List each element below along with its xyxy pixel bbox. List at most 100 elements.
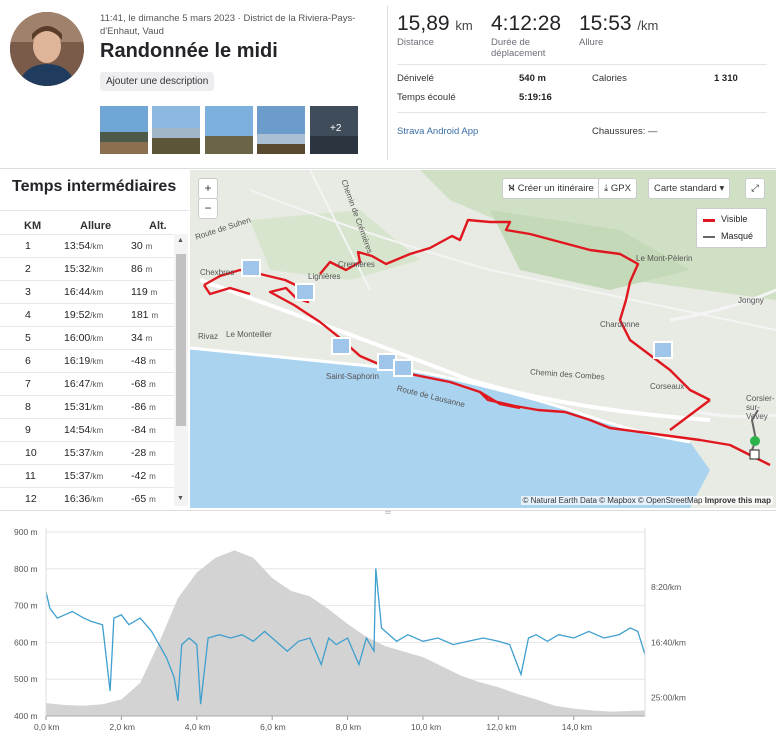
activity-photo[interactable]: [205, 106, 253, 154]
split-km: 1: [25, 240, 31, 252]
map-attribution[interactable]: © Natural Earth Data © Mapbox © OpenStre…: [520, 496, 773, 505]
split-alt: 86 m: [131, 263, 153, 275]
y-left-tick-label: 400 m: [14, 711, 38, 721]
hidden-route-segment: [749, 409, 759, 456]
zoom-in-button[interactable]: +: [198, 178, 218, 199]
split-row: 1 13:54/km 30 m: [0, 234, 174, 257]
split-km: 8: [25, 401, 31, 413]
fullscreen-icon[interactable]: ⤢: [745, 178, 765, 199]
activity-title: Randonnée le midi: [100, 40, 278, 62]
y-right-tick-label: 25:00/km: [651, 693, 686, 703]
split-pace: 16:00/km: [64, 332, 104, 344]
split-row: 3 16:44/km 119 m: [0, 280, 174, 303]
elapsed-value: 5:19:16: [519, 92, 552, 103]
split-row: 10 15:37/km -28 m: [0, 441, 174, 464]
stat-pace-label: Allure: [579, 37, 604, 48]
map-place-label: Le Mont-Pèlerin: [636, 254, 693, 263]
split-km: 6: [25, 355, 31, 367]
split-row: 2 15:32/km 86 m: [0, 257, 174, 280]
zoom-out-button[interactable]: −: [198, 198, 218, 219]
activity-header: 11:41, le dimanche 5 mars 2023 · Distric…: [0, 0, 776, 170]
splits-divider: [0, 210, 189, 211]
add-description-button[interactable]: Ajouter une description: [100, 72, 215, 91]
splits-panel: Temps intermédiaires KM Allure Alt. 1 13:…: [0, 170, 189, 508]
activity-photo[interactable]: [257, 106, 305, 154]
x-tick-label: 6,0 km: [260, 722, 286, 732]
elevation-label: Dénivelé: [397, 73, 434, 84]
split-pace: 15:37/km: [64, 447, 104, 459]
map-place-label: Chexbres: [200, 268, 235, 277]
split-row: 4 19:52/km 181 m: [0, 303, 174, 326]
split-pace: 16:44/km: [64, 286, 104, 298]
section-divider: [0, 510, 776, 511]
x-tick-label: 12,0 km: [486, 722, 516, 732]
split-km: 11: [25, 470, 36, 482]
splits-header-km: KM: [24, 220, 42, 232]
route-icon: ⛕: [508, 183, 516, 194]
gpx-button[interactable]: ⤓ GPX: [598, 178, 637, 199]
map-place-label: Corseaux: [650, 382, 685, 391]
activity-meta: 11:41, le dimanche 5 mars 2023 · Distric…: [100, 13, 356, 37]
splits-scrollbar[interactable]: ▲ ▼: [174, 234, 188, 506]
split-row: 6 16:19/km -48 m: [0, 349, 174, 372]
scroll-up-icon[interactable]: ▲: [177, 237, 184, 244]
legend-visible: Visible: [721, 214, 748, 224]
split-alt: -84 m: [131, 424, 156, 436]
split-alt: -28 m: [131, 447, 156, 459]
split-row: 11 15:37/km -42 m: [0, 464, 174, 487]
section-divider: [0, 168, 776, 169]
split-row: 8 15:31/km -86 m: [0, 395, 174, 418]
device-link[interactable]: Strava Android App: [397, 126, 479, 137]
map-place-label: Rivaz: [198, 332, 219, 341]
resize-handle-icon[interactable]: ═: [385, 508, 391, 517]
chart-svg: 400 m 500 m 600 m 700 m 800 m 900 m 0,0 km 2,0 …: [14, 527, 686, 732]
elapsed-label: Temps écoulé: [397, 92, 456, 103]
map-place-label: Jongny: [738, 296, 764, 305]
stats-divider: [397, 112, 767, 113]
activity-photo[interactable]: [100, 106, 148, 154]
x-tick-label: 14,0 km: [562, 722, 592, 732]
scroll-down-icon[interactable]: ▼: [177, 495, 184, 502]
stat-duration: 4:12:28: [491, 12, 562, 35]
athlete-avatar[interactable]: [10, 12, 84, 86]
start-marker: [750, 436, 760, 446]
split-km: 12: [25, 493, 37, 505]
split-km: 4: [25, 309, 31, 321]
split-alt: -86 m: [131, 401, 156, 413]
stat-duration-label: Durée de déplacement: [491, 37, 546, 59]
elevation-area: [46, 550, 645, 716]
split-pace: 15:37/km: [64, 470, 104, 482]
y-left-tick-label: 900 m: [14, 527, 38, 537]
map-place-label: Lignières: [308, 272, 341, 281]
splits-header-pace: Allure: [80, 220, 112, 232]
split-pace: 15:31/km: [64, 401, 104, 413]
x-tick-label: 2,0 km: [109, 722, 135, 732]
split-km: 10: [25, 447, 37, 459]
photos-more[interactable]: +2: [310, 106, 358, 154]
scrollbar-thumb[interactable]: [176, 254, 186, 426]
y-left-tick-label: 600 m: [14, 637, 38, 647]
split-alt: -48 m: [131, 355, 156, 367]
avatar-image: [10, 12, 84, 86]
split-km: 5: [25, 332, 31, 344]
map-canvas[interactable]: [190, 170, 776, 508]
chevron-down-icon: ▾: [719, 183, 725, 194]
y-right-tick-label: 16:40/km: [651, 637, 686, 647]
x-tick-label: 10,0 km: [411, 722, 441, 732]
elevation-pace-chart[interactable]: 400 m 500 m 600 m 700 m 800 m 900 m 0,0 km 2,0 …: [0, 514, 776, 736]
split-km: 2: [25, 263, 31, 275]
create-route-button[interactable]: ⛕ Créer un itinéraire: [502, 178, 600, 199]
split-row: 12 16:36/km -65 m: [0, 487, 174, 510]
stat-distance: 15,89 km: [397, 12, 473, 35]
route-map[interactable]: Chexbres Rivaz Le Monteiller Saint-Saphorin…: [190, 170, 776, 508]
map-legend: Visible Masqué: [696, 208, 767, 248]
activity-photo[interactable]: [152, 106, 200, 154]
calories-label: Calories: [592, 73, 627, 84]
map-style-select[interactable]: Carte standard ▾: [648, 178, 731, 199]
split-alt: 34 m: [131, 332, 153, 344]
split-km: 7: [25, 378, 31, 390]
hidden-swatch: [703, 236, 715, 238]
pace-line: [45, 568, 646, 705]
header-divider: [387, 6, 388, 160]
split-pace: 16:19/km: [64, 355, 104, 367]
